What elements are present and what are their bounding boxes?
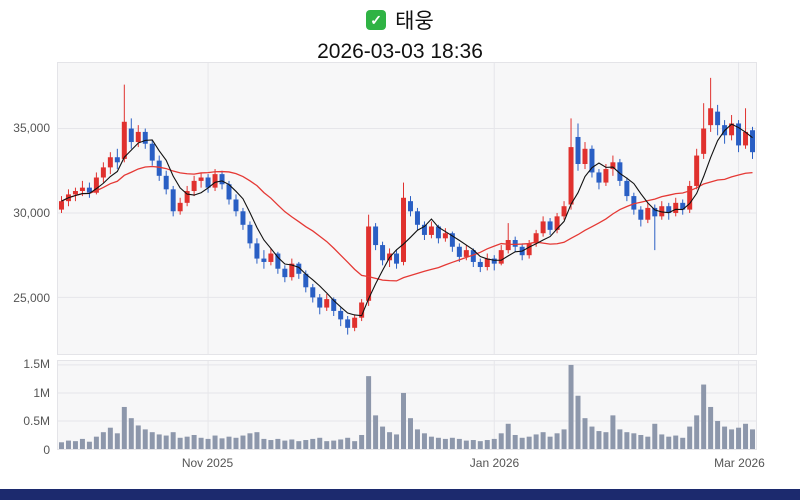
volume-chart-panel[interactable] <box>57 360 757 450</box>
stock-name: 태웅 <box>395 10 434 33</box>
check-glyph: ✓ <box>370 11 383 28</box>
volume-tick-label: 0 <box>43 443 50 457</box>
volume-tick-label: 1M <box>33 385 50 400</box>
volume-tick-label: 0.5M <box>23 414 50 429</box>
chart-timestamp: 2026-03-03 18:36 <box>317 40 483 63</box>
time-axis-label: Mar 2026 <box>714 456 765 470</box>
volume-tick-label: 1.5M <box>23 357 50 371</box>
title-row: ✓ 태웅 <box>0 5 800 35</box>
price-chart-panel[interactable] <box>57 62 757 355</box>
time-axis-label: Nov 2025 <box>181 456 234 470</box>
price-tick-label: 25,000 <box>13 291 50 306</box>
price-tick-label: 35,000 <box>13 120 50 135</box>
volume-bar-chart[interactable] <box>58 361 756 449</box>
checkbox-checked-icon: ✓ <box>366 10 387 30</box>
chart-header: ✓ 태웅 2026-03-03 18:36 <box>0 5 800 64</box>
price-tick-label: 30,000 <box>13 206 50 220</box>
price-candlestick-chart[interactable] <box>58 63 756 354</box>
time-axis-label: Jan 2026 <box>469 456 520 470</box>
bottom-navy-bar <box>0 489 800 500</box>
